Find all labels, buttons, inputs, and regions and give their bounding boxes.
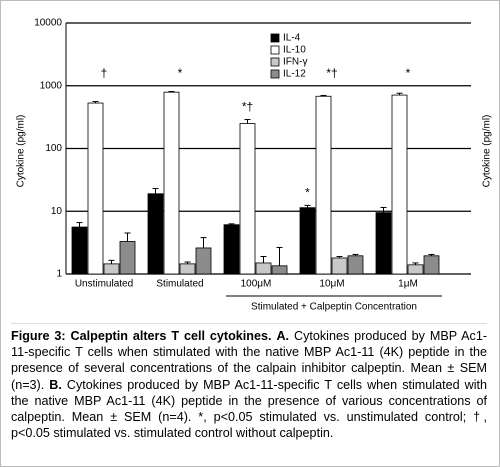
x-tick-label: 10μM [319,279,344,290]
legend-label: IFN-γ [283,57,307,68]
bar [223,224,240,275]
bar [331,257,348,275]
chart: Cytokine (pg/ml) Cytokine (pg/ml) 1 10 100… [16,18,493,313]
annotation: † [101,66,108,80]
legend-swatch [270,45,280,55]
bar [163,91,180,275]
bar [179,263,196,275]
bar [299,207,316,275]
legend-label: IL-12 [283,69,306,80]
y-tick-label: 10 [51,206,63,217]
caption-label: A. [276,329,290,343]
caption-title: Figure 3: Calpeptin alters T cell cytoki… [11,329,272,343]
x-tick-label: 100μM [241,279,272,290]
y-tick-label: 1 [56,269,62,280]
legend-swatch [270,33,280,43]
group-label: Stimulated + Calpeptin Concentration [251,302,417,313]
y-tick-label: 10000 [34,18,62,29]
bar [147,193,164,275]
bar [423,255,440,275]
y-tick-label: 1000 [40,80,63,91]
bar [315,95,332,275]
legend-label: IL-10 [283,45,306,56]
bar [271,265,288,275]
bar [119,241,136,275]
annotation: * [305,186,310,200]
bar [391,94,408,275]
bar [255,262,272,275]
caption-text: Cytokines produced by MBP Ac1-11-specifi… [11,377,488,441]
x-tick-label: Unstimulated [75,279,133,290]
bar [195,247,212,275]
bar [103,263,120,275]
annotation: * [178,66,183,80]
bar [347,255,364,275]
caption-text: Cytokines produced by MBP Ac1-11-specifi… [11,329,488,392]
legend-label: IL-4 [283,33,301,44]
annotation: *† [326,66,337,80]
bar [375,212,392,275]
annotation: *† [242,100,253,114]
y2-axis-label: Cytokine (pg/ml) [482,115,493,188]
bar [71,226,88,275]
bar [239,123,256,275]
caption: Figure 3: Calpeptin alters T cell cytoki… [11,323,487,441]
legend-swatch [270,69,280,79]
annotation: * [406,66,411,80]
bar [407,264,424,275]
bar [87,102,104,275]
y-tick-label: 100 [45,143,62,154]
legend-swatch [270,57,280,67]
y-axis-label: Cytokine (pg/ml) [16,115,27,188]
caption-label: B. [49,377,62,392]
x-tick-label: Stimulated [156,279,203,290]
x-tick-label: 1μM [398,279,418,290]
